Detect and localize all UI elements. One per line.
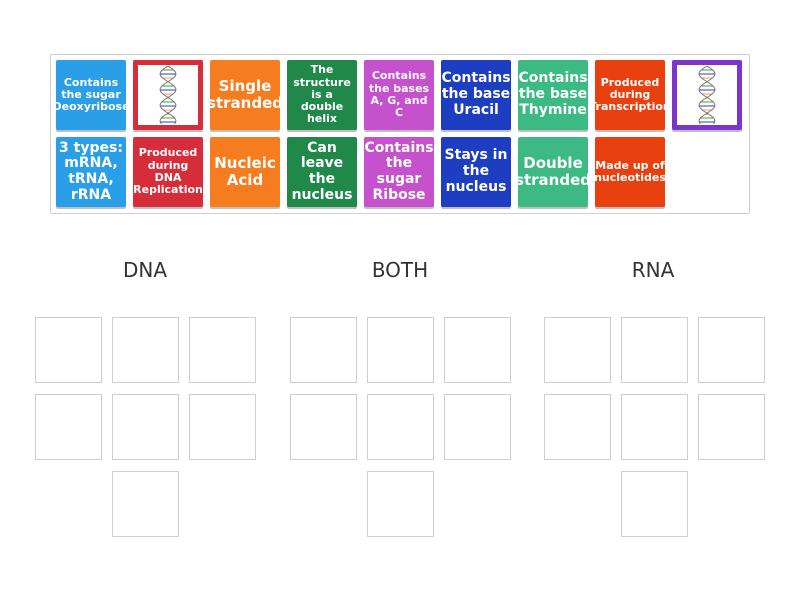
- sort-tile[interactable]: Made up of nucleotides: [595, 137, 665, 207]
- drop-zone[interactable]: [621, 317, 688, 383]
- drop-zone[interactable]: [367, 471, 434, 537]
- drop-zone[interactable]: [367, 317, 434, 383]
- drop-zone[interactable]: [112, 317, 179, 383]
- drop-zone[interactable]: [367, 394, 434, 460]
- sort-tile[interactable]: Contains the sugar Ribose: [364, 137, 434, 207]
- drop-zone[interactable]: [444, 394, 511, 460]
- sort-tile[interactable]: Contains the base Uracil: [441, 60, 511, 130]
- sort-tile[interactable]: Contains the base Thymine: [518, 60, 588, 130]
- tile-image: [677, 65, 737, 125]
- group-heading: RNA: [631, 258, 675, 282]
- drop-zone[interactable]: [444, 317, 511, 383]
- sort-tile[interactable]: Single stranded: [210, 60, 280, 130]
- sort-tile[interactable]: Stays in the nucleus: [441, 137, 511, 207]
- sort-tile[interactable]: Contains the sugar Deoxyribose: [56, 60, 126, 130]
- helix-image: [698, 66, 716, 124]
- sort-tile[interactable]: Produced during Transcription: [595, 60, 665, 130]
- group-heading: BOTH: [371, 258, 429, 282]
- group-heading: DNA: [122, 258, 168, 282]
- drop-zone[interactable]: [698, 394, 765, 460]
- drop-zone[interactable]: [621, 394, 688, 460]
- helix-image: [159, 66, 177, 124]
- drop-zone[interactable]: [35, 317, 102, 383]
- drop-zone[interactable]: [544, 394, 611, 460]
- drop-zone[interactable]: [290, 317, 357, 383]
- drop-zone[interactable]: [35, 394, 102, 460]
- drop-zone[interactable]: [621, 471, 688, 537]
- drop-zone[interactable]: [544, 317, 611, 383]
- drop-zone[interactable]: [290, 394, 357, 460]
- drop-zone[interactable]: [189, 317, 256, 383]
- sort-tile[interactable]: Contains the bases A, G, and C: [364, 60, 434, 130]
- drop-zone[interactable]: [698, 317, 765, 383]
- tile-tray: [50, 54, 750, 214]
- tile-image: [138, 65, 198, 125]
- sort-tile[interactable]: [672, 60, 742, 130]
- sort-tile[interactable]: Nucleic Acid: [210, 137, 280, 207]
- sort-tile[interactable]: Produced during DNA Replication: [133, 137, 203, 207]
- drop-zone[interactable]: [189, 394, 256, 460]
- sort-tile[interactable]: Double stranded: [518, 137, 588, 207]
- drop-zone[interactable]: [112, 394, 179, 460]
- drop-zone[interactable]: [112, 471, 179, 537]
- sort-tile[interactable]: Can leave the nucleus: [287, 137, 357, 207]
- sort-tile[interactable]: The structure is a double helix: [287, 60, 357, 130]
- sort-tile[interactable]: [133, 60, 203, 130]
- sort-tile[interactable]: 3 types: mRNA, tRNA, rRNA: [56, 137, 126, 207]
